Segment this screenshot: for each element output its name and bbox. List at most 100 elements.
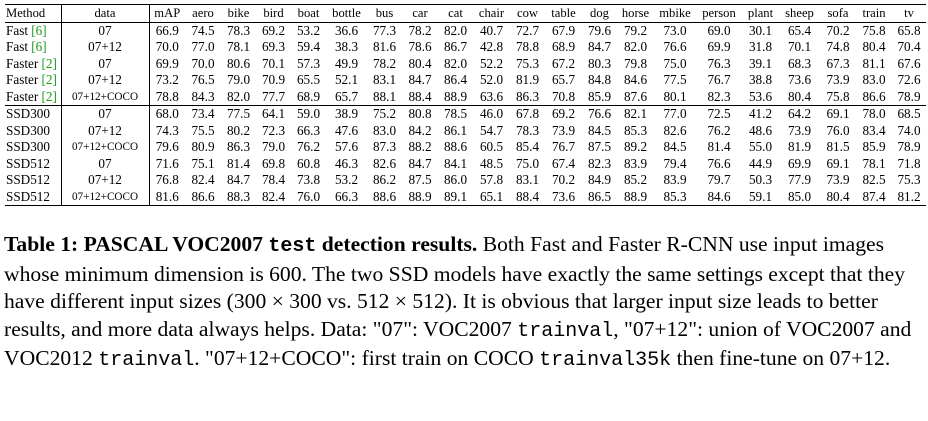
ap-cell-chair: 48.5 bbox=[479, 155, 504, 171]
ap-cell-sheep: 69.9 bbox=[787, 155, 812, 171]
ap-cell-bird: 69.2 bbox=[261, 22, 286, 38]
ap-cell-cat: 82.0 bbox=[443, 55, 468, 71]
ap-cell-boat: 53.2 bbox=[296, 22, 321, 38]
ap-cell-horse: 89.2 bbox=[623, 139, 648, 154]
ap-cell-plant: 53.6 bbox=[748, 88, 773, 104]
column-header-bottle: bottle bbox=[332, 6, 361, 20]
method-name: SSD512 bbox=[6, 172, 50, 187]
ap-cell-bird: 69.8 bbox=[261, 155, 286, 171]
column-header-car: car bbox=[412, 6, 428, 20]
column-header-bird: bird bbox=[263, 6, 284, 20]
training-data-cell: 07+12 bbox=[61, 172, 150, 189]
citation-link[interactable]: [2] bbox=[41, 55, 57, 71]
ap-cell-bird: 77.7 bbox=[261, 88, 286, 104]
ap-cell-bus: 86.2 bbox=[372, 172, 397, 187]
ap-cell-bird: 82.4 bbox=[261, 188, 286, 204]
ap-cell-car: 88.4 bbox=[408, 88, 432, 104]
ap-cell-dog: 84.8 bbox=[587, 72, 612, 87]
ap-cell-cat: 86.4 bbox=[443, 72, 468, 87]
ap-cell-car: 80.4 bbox=[408, 55, 432, 71]
training-data-cell: 07+12+COCO bbox=[61, 139, 150, 156]
ap-cell-bottle: 38.9 bbox=[334, 106, 359, 121]
ap-cell-aero: 80.9 bbox=[191, 139, 215, 154]
table-row: Faster [2] 07+12 73.2 76.5 79.0 70.9 65.5 52.1 8… bbox=[5, 72, 926, 89]
ap-cell-boat: 59.0 bbox=[296, 106, 321, 121]
ap-cell-dog: 84.9 bbox=[587, 172, 612, 187]
ap-cell-aero: 76.5 bbox=[191, 72, 215, 87]
map-cell: 81.6 bbox=[155, 188, 179, 204]
ap-cell-tv: 65.8 bbox=[897, 22, 921, 38]
ap-cell-person: 81.4 bbox=[707, 139, 731, 154]
ap-cell-sofa: 67.3 bbox=[826, 55, 850, 71]
ap-cell-aero: 77.0 bbox=[191, 39, 215, 54]
ap-cell-plant: 31.8 bbox=[748, 39, 773, 54]
citation-link[interactable]: [6] bbox=[31, 22, 47, 38]
ap-cell-dog: 84.5 bbox=[587, 122, 612, 138]
ap-cell-horse: 79.2 bbox=[623, 22, 648, 38]
ap-cell-bus: 83.0 bbox=[372, 122, 397, 138]
ap-cell-chair: 60.5 bbox=[479, 139, 504, 154]
caption-title-a: PASCAL VOC2007 bbox=[83, 232, 263, 256]
ap-cell-table: 76.7 bbox=[551, 139, 576, 154]
training-data-cell: 07 bbox=[61, 105, 150, 123]
ap-cell-plant: 55.0 bbox=[748, 139, 773, 154]
caption-mono-3: trainval35k bbox=[539, 349, 672, 372]
ap-cell-aero: 73.4 bbox=[191, 106, 215, 121]
caption-sentence-3: . "07+12+COCO": first train on COCO bbox=[194, 346, 534, 370]
ap-cell-bird: 69.3 bbox=[261, 39, 286, 54]
ap-cell-boat: 59.4 bbox=[296, 39, 321, 54]
citation-link[interactable]: [2] bbox=[41, 72, 57, 87]
ap-cell-boat: 60.8 bbox=[296, 155, 321, 171]
ap-cell-train: 80.4 bbox=[862, 39, 886, 54]
ap-cell-dog: 79.6 bbox=[587, 22, 612, 38]
ap-cell-sheep: 81.9 bbox=[787, 139, 812, 154]
ap-cell-train: 82.5 bbox=[862, 172, 886, 187]
ap-cell-cow: 85.4 bbox=[515, 139, 540, 154]
ap-cell-bike: 78.1 bbox=[226, 39, 251, 54]
ap-cell-train: 78.0 bbox=[862, 106, 886, 121]
ap-cell-bird: 70.9 bbox=[261, 72, 286, 87]
table-body: Fast [6] 07 66.9 74.5 78.3 69.2 53.2 36.6 77.3 78… bbox=[5, 22, 926, 206]
ap-cell-bus: 87.3 bbox=[372, 139, 397, 154]
method-cell: Faster [2] bbox=[5, 88, 62, 106]
method-name: SSD300 bbox=[6, 106, 50, 121]
ap-cell-sheep: 65.4 bbox=[787, 22, 812, 38]
column-header-table: table bbox=[551, 6, 576, 20]
ap-cell-chair: 54.7 bbox=[479, 122, 504, 138]
ap-cell-mbike: 77.0 bbox=[663, 106, 687, 121]
ap-cell-person: 69.9 bbox=[707, 39, 731, 54]
ap-cell-dog: 84.7 bbox=[587, 39, 612, 54]
ap-cell-car: 78.6 bbox=[408, 39, 432, 54]
ap-cell-plant: 30.1 bbox=[748, 22, 773, 38]
ap-cell-bird: 78.4 bbox=[261, 172, 286, 187]
column-header-chair: chair bbox=[478, 6, 505, 20]
ap-cell-plant: 48.6 bbox=[748, 122, 773, 138]
ap-cell-horse: 83.9 bbox=[623, 155, 648, 171]
ap-cell-sheep: 68.3 bbox=[787, 55, 812, 71]
ap-cell-car: 88.9 bbox=[408, 188, 432, 204]
ap-cell-bike: 86.3 bbox=[226, 139, 251, 154]
ap-cell-bike: 78.3 bbox=[226, 22, 251, 38]
table-row: SSD512 07 71.6 75.1 81.4 69.8 60.8 46.3 82.6 84.7… bbox=[5, 155, 926, 172]
ap-cell-car: 80.8 bbox=[408, 106, 432, 121]
ap-cell-tv: 74.0 bbox=[897, 122, 921, 138]
column-header-boat: boat bbox=[297, 6, 320, 20]
citation-link[interactable]: [6] bbox=[31, 39, 47, 54]
ap-cell-boat: 66.3 bbox=[296, 122, 321, 138]
ap-cell-aero: 70.0 bbox=[191, 55, 215, 71]
citation-link[interactable]: [2] bbox=[41, 88, 57, 104]
ap-cell-bird: 70.1 bbox=[261, 55, 286, 71]
method-cell: SSD512 bbox=[5, 155, 62, 172]
ap-cell-chair: 42.8 bbox=[479, 39, 504, 54]
ap-cell-person: 76.3 bbox=[707, 55, 731, 71]
column-header-bus: bus bbox=[375, 6, 394, 20]
method-name: Fast bbox=[6, 22, 28, 38]
map-cell: 73.2 bbox=[155, 72, 179, 87]
ap-cell-table: 73.9 bbox=[551, 122, 576, 138]
method-cell: SSD512 bbox=[5, 188, 62, 206]
map-cell: 70.0 bbox=[155, 39, 179, 54]
column-header-person: person bbox=[702, 6, 736, 20]
method-name: SSD300 bbox=[6, 139, 50, 154]
map-cell: 78.8 bbox=[155, 88, 179, 104]
